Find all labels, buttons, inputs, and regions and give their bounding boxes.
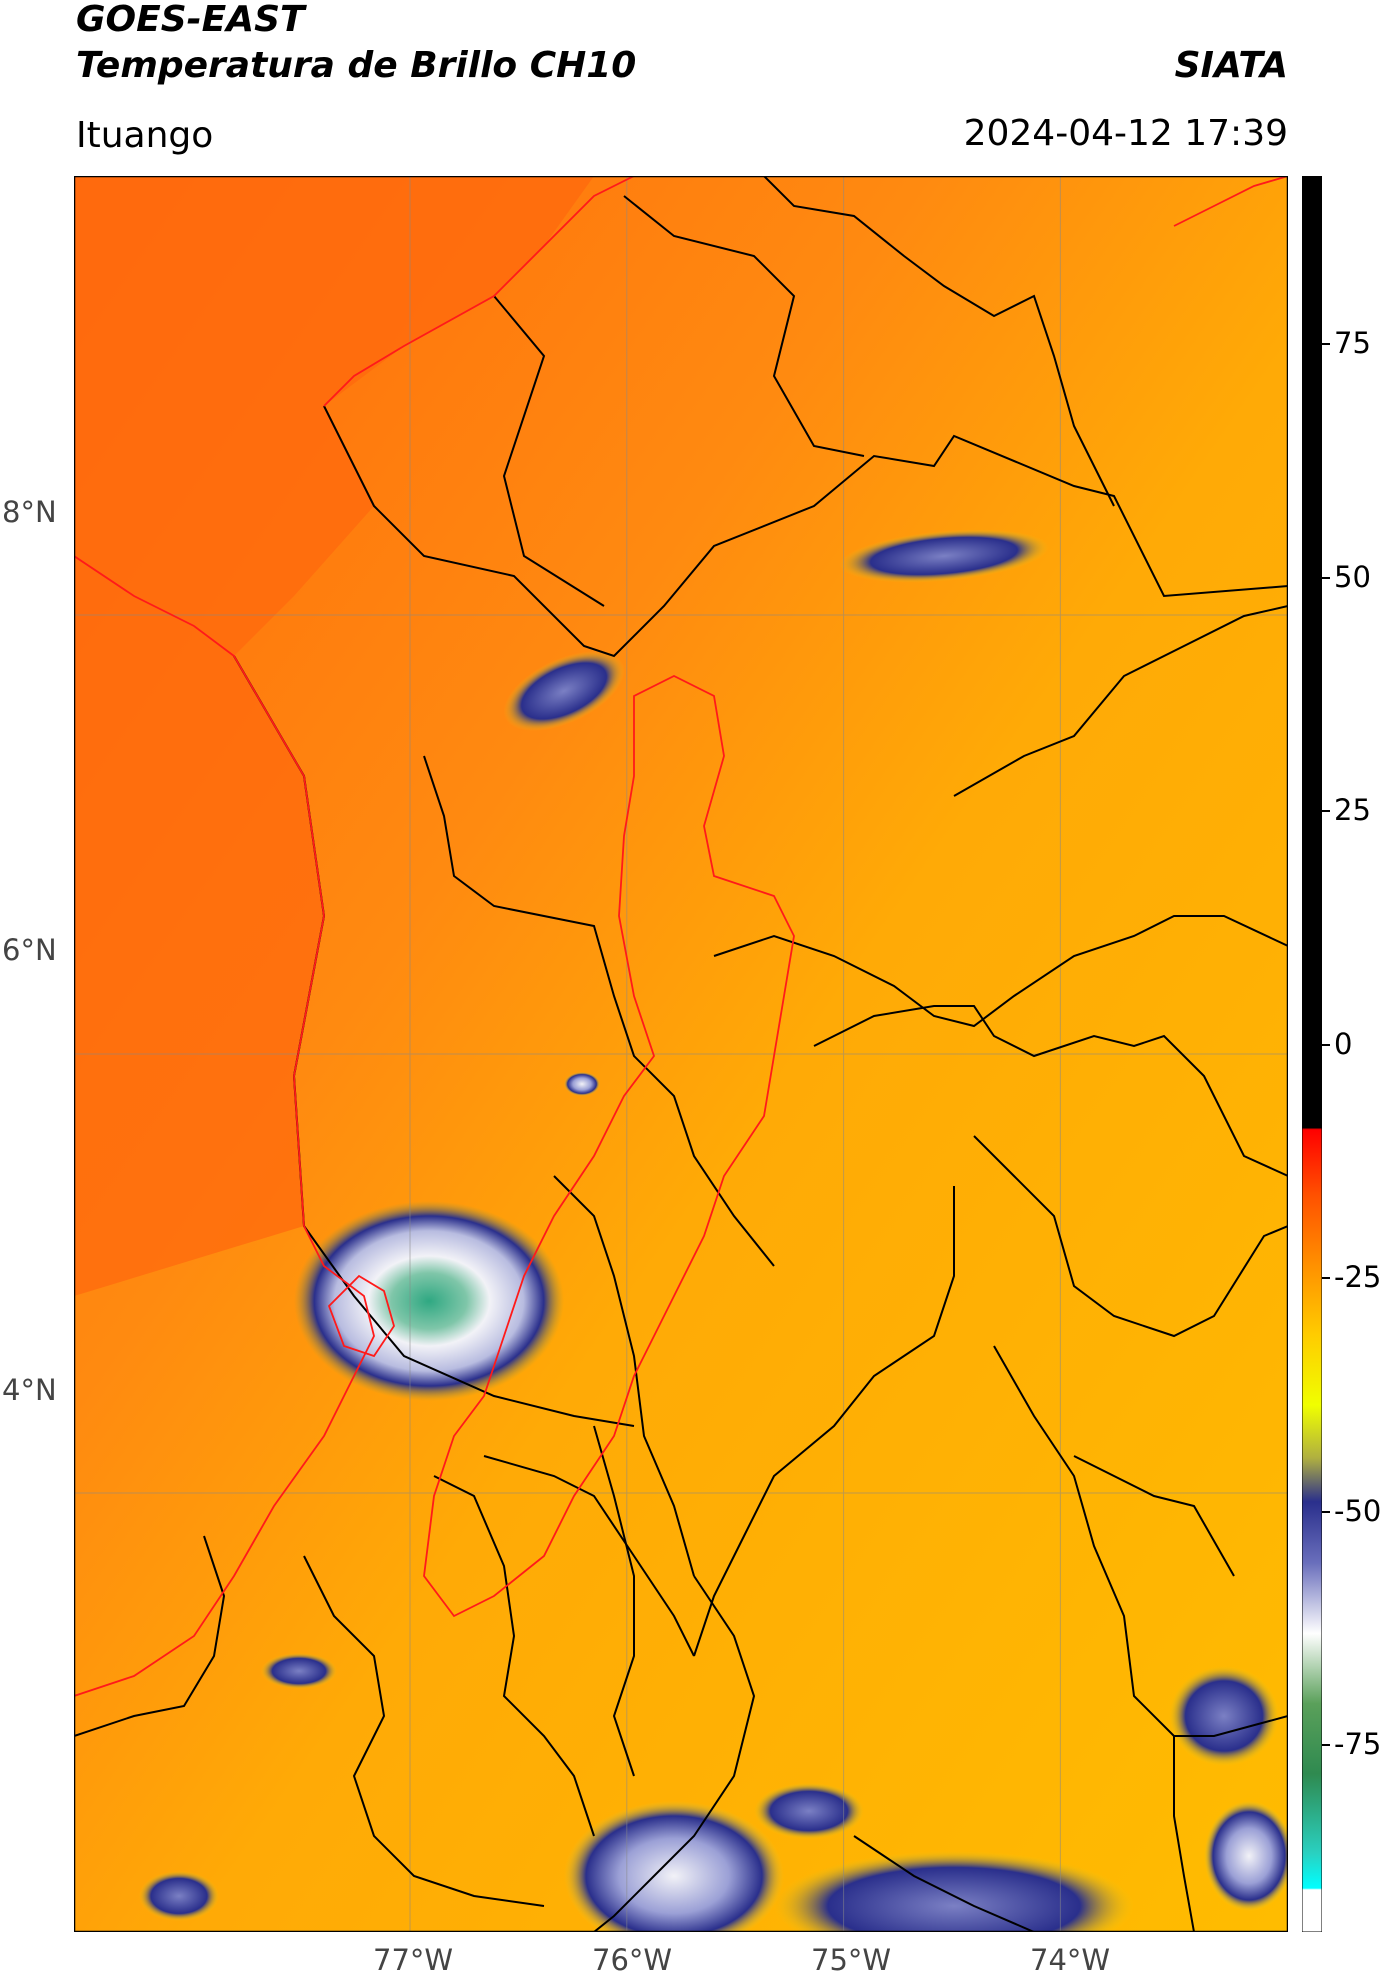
colorbar-tick-label: 75 [1334, 326, 1371, 361]
cloud-northeast [839, 529, 1049, 583]
colorbar-tick-label: -25 [1334, 1260, 1382, 1295]
cloud-small-center [564, 1072, 600, 1096]
lon-label-74w: 74°W [1030, 1943, 1111, 1977]
title-product: Temperatura de Brillo CH10 [76, 45, 637, 86]
colorbar-tick-label: 0 [1334, 1026, 1353, 1061]
lon-label-75w: 75°W [811, 1943, 892, 1977]
colorbar-tick-mark [1322, 343, 1330, 346]
satellite-map [74, 176, 1288, 1932]
colorbar-tick-mark [1322, 576, 1330, 579]
location-label: Ituango [76, 115, 214, 156]
gridlines [74, 176, 1288, 1932]
colorbar-tick-label: 50 [1334, 559, 1371, 594]
colorbar-tick-label: -50 [1334, 1493, 1382, 1528]
map-frame [74, 176, 1288, 1932]
lat-label-4n: 4°N [2, 1373, 57, 1407]
colorbar-tick-label: -75 [1334, 1727, 1382, 1762]
cloud-southeast-2 [1204, 1801, 1288, 1911]
cloud-southwest [261, 1653, 337, 1689]
title-satellite: GOES-EAST [76, 0, 305, 40]
cloud-north [503, 651, 625, 731]
lon-label-76w: 76°W [592, 1943, 673, 1977]
colorbar-tick-mark [1322, 810, 1330, 813]
lat-label-6n: 6°N [2, 933, 57, 967]
colorbar-tick-mark [1322, 1043, 1330, 1046]
colorbar-tick-mark [1322, 1277, 1330, 1280]
colorbar [1302, 176, 1322, 1932]
country-borders [74, 176, 1288, 1932]
highlight-borders [74, 176, 1288, 1697]
colorbar-tick-mark [1322, 1510, 1330, 1513]
cloud-southwest-2 [139, 1871, 219, 1921]
lon-label-77w: 77°W [373, 1943, 454, 1977]
colorbar-tick-label: 25 [1334, 793, 1371, 828]
lat-label-8n: 8°N [2, 495, 57, 529]
colorbar-tick-mark [1322, 1744, 1330, 1747]
cloud-south-3 [754, 1783, 864, 1839]
cloud-cells [139, 529, 1288, 1932]
datetime-label: 2024-04-12 17:39 [963, 113, 1288, 154]
cloud-south-2 [774, 1851, 1134, 1932]
cloud-southeast-1 [1169, 1666, 1279, 1766]
brand-label: SIATA [1174, 45, 1288, 86]
ocean-warm-region [74, 176, 594, 1296]
cloud-south-1 [564, 1801, 784, 1932]
